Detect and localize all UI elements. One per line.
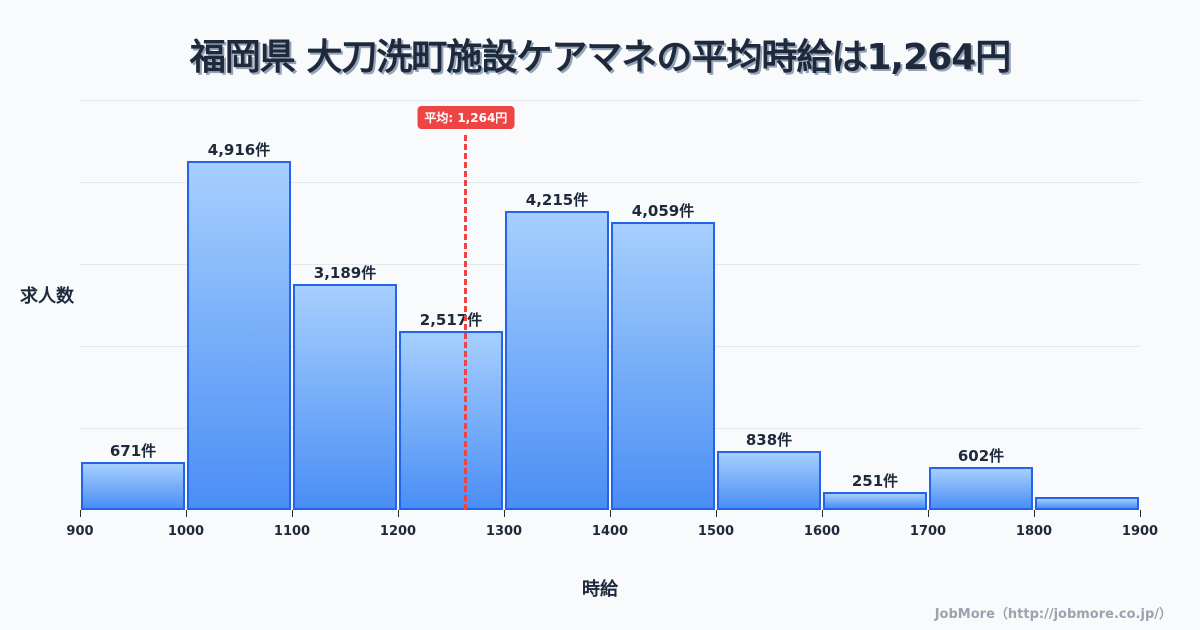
- average-badge: 平均: 1,264円: [417, 106, 515, 129]
- x-tick: [928, 510, 929, 517]
- gridline: [80, 428, 1140, 429]
- gridline: [80, 182, 1140, 183]
- bar-value-label: 2,517件: [419, 311, 483, 329]
- x-tick-label: 1100: [273, 524, 311, 539]
- x-axis-label: 時給: [582, 579, 618, 600]
- x-tick: [1034, 510, 1035, 517]
- histogram-bar: [1035, 497, 1139, 510]
- x-tick-label: 900: [66, 524, 94, 539]
- x-tick-label: 1200: [379, 524, 417, 539]
- x-tick: [716, 510, 717, 517]
- x-tick-label: 1800: [1015, 524, 1053, 539]
- bar-value-label: 3,189件: [313, 264, 377, 282]
- gridline: [80, 100, 1140, 101]
- bar-value-label: 671件: [109, 442, 157, 460]
- histogram-bar: [399, 331, 503, 510]
- x-tick-label: 1900: [1121, 524, 1159, 539]
- gridline: [80, 264, 1140, 265]
- x-tick: [504, 510, 505, 517]
- histogram-bar: [505, 211, 609, 510]
- x-tick-label: 1300: [485, 524, 523, 539]
- x-tick-label: 1600: [803, 524, 841, 539]
- x-tick: [1140, 510, 1141, 517]
- histogram-bar: [81, 462, 185, 510]
- bar-value-label: 4,916件: [207, 141, 271, 159]
- source-credit: JobMore（http://jobmore.co.jp/）: [934, 607, 1172, 622]
- x-tick: [398, 510, 399, 517]
- bar-value-label: 251件: [851, 472, 899, 490]
- x-tick: [610, 510, 611, 517]
- x-tick: [292, 510, 293, 517]
- bar-value-label: 4,059件: [631, 202, 695, 220]
- histogram-bar: [717, 451, 821, 510]
- histogram-bar: [187, 161, 291, 510]
- bar-value-label: 4,215件: [525, 191, 589, 209]
- gridline: [80, 346, 1140, 347]
- histogram-plot-area: 671件 4,916件 3,189件 2,517件 4,215件 4,059件 838件 25…: [66, 100, 1158, 539]
- histogram-bar: [611, 222, 715, 510]
- y-axis-label: 求人数: [20, 286, 74, 307]
- x-tick-label: 1000: [167, 524, 205, 539]
- histogram-bar: [929, 467, 1033, 510]
- x-tick-label: 1700: [909, 524, 947, 539]
- x-tick-label: 1500: [697, 524, 735, 539]
- x-tick: [822, 510, 823, 517]
- chart-title: 福岡県 大刀洗町施設ケアマネの平均時給は1,264円: [189, 37, 1011, 78]
- bar-value-label: 602件: [957, 447, 1005, 465]
- histogram-bar: [293, 284, 397, 510]
- x-tick: [80, 510, 81, 517]
- x-tick-label: 1400: [591, 524, 629, 539]
- histogram-bar: [823, 492, 927, 510]
- average-line: [464, 135, 468, 510]
- bar-value-label: 838件: [745, 431, 793, 449]
- x-tick: [186, 510, 187, 517]
